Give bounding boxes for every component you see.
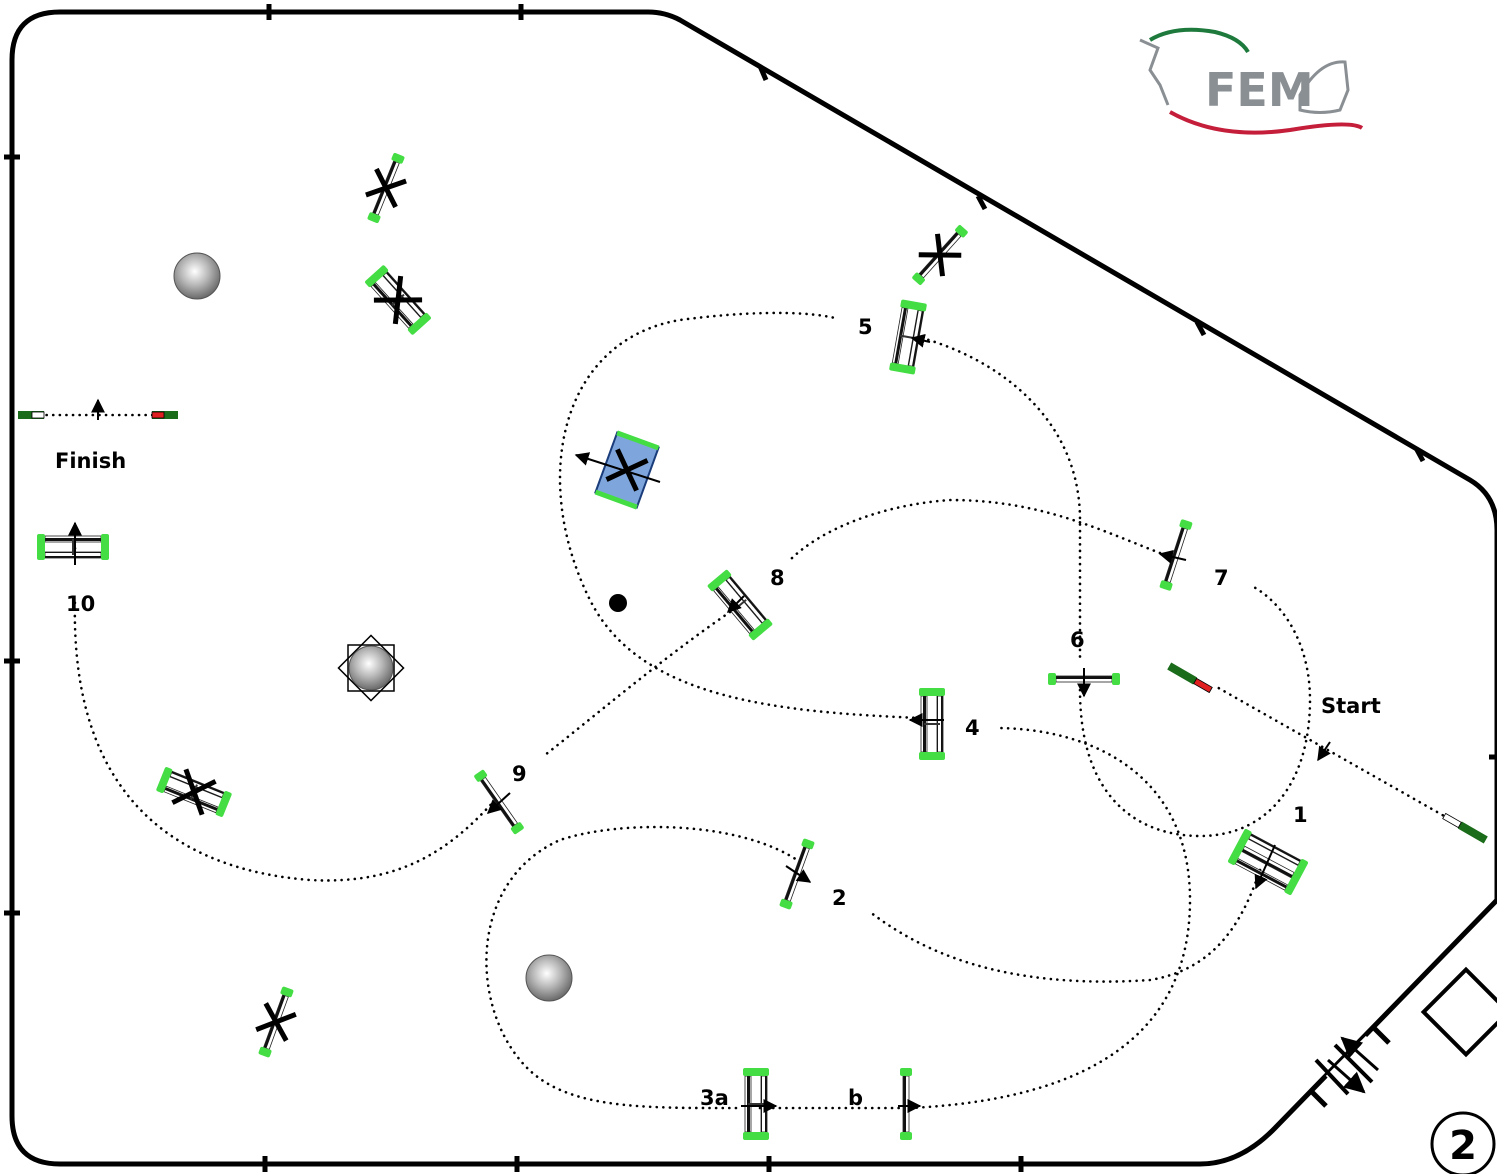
start-label: Start (1321, 694, 1381, 718)
finish-label: Finish (55, 449, 126, 473)
course-route (38, 311, 1462, 1110)
fence-4-label: 4 (965, 716, 980, 740)
fence-3a-label: 3a (700, 1086, 729, 1110)
fence-4 (918, 687, 946, 761)
fence-8 (705, 568, 775, 642)
fence-6-label: 6 (1070, 628, 1085, 652)
page-number: 2 (1449, 1123, 1477, 1169)
decoration-ball (173, 252, 221, 300)
start-line (1167, 662, 1488, 844)
decoration-ball (525, 954, 573, 1002)
fence-9-label: 9 (512, 762, 527, 786)
logo-text: FEM (1205, 63, 1314, 117)
fence-3a (742, 1067, 770, 1141)
judges-box (1420, 966, 1497, 1058)
fence-7-label: 7 (1214, 566, 1229, 590)
fence-10 (36, 533, 110, 561)
fence-2-label: 2 (832, 886, 847, 910)
fence-8-label: 8 (770, 566, 785, 590)
fem-logo: FEM (1139, 27, 1364, 135)
arena-boundary (9, 9, 1497, 1167)
unused-fence (361, 261, 436, 339)
boundary-ticks (4, 4, 1497, 1172)
marker-dot (609, 594, 627, 612)
water-jump (594, 430, 660, 510)
fence-5-label: 5 (858, 315, 873, 339)
finish-line (18, 398, 178, 420)
fence-1-label: 1 (1293, 803, 1308, 827)
unused-fence (358, 149, 415, 228)
fence-3b (899, 1067, 913, 1141)
unused-fence (249, 983, 304, 1062)
fence-10-label: 10 (66, 592, 95, 616)
entrance-gate (1314, 966, 1497, 1096)
fence-3b-label: b (848, 1086, 863, 1110)
unused-fence (154, 762, 234, 822)
page-number-badge: 2 (1430, 1111, 1496, 1174)
decoration-ball-square (337, 634, 405, 702)
unused-fence (904, 218, 976, 293)
